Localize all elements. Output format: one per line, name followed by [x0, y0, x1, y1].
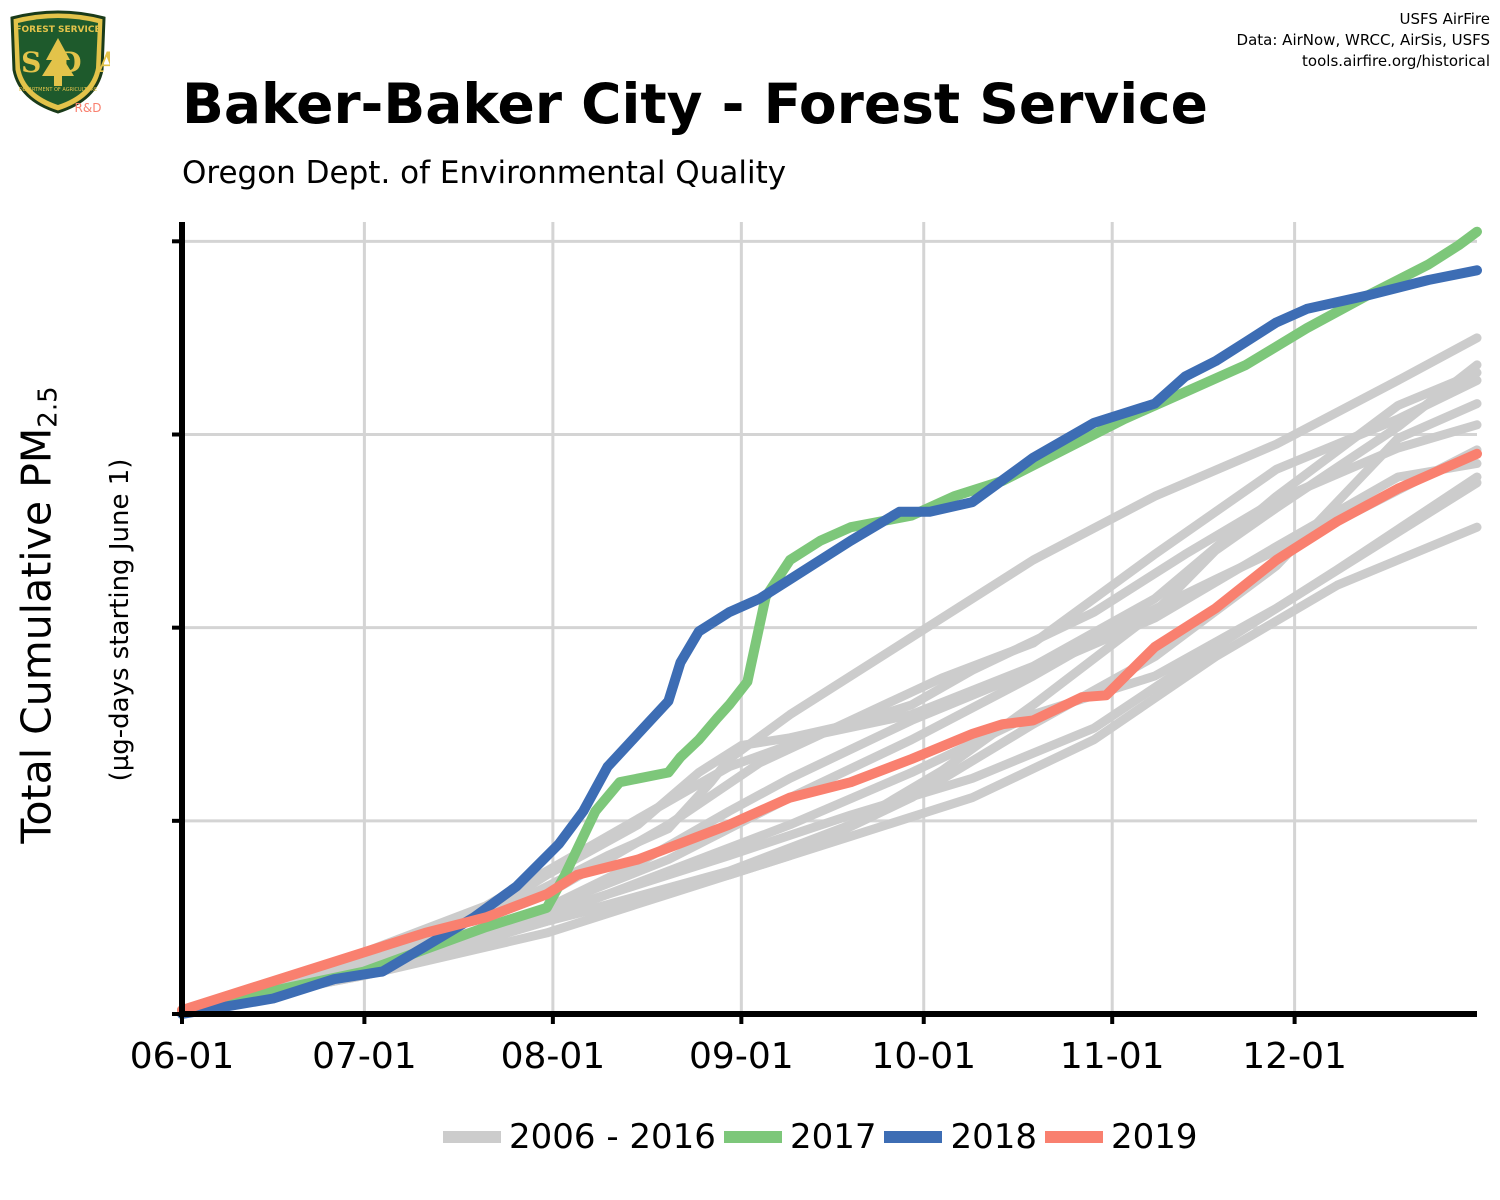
- x-tick-label: 12-01: [1242, 1036, 1347, 1077]
- tree-icon: [42, 38, 74, 86]
- historical-series-layer: [177, 333, 1482, 1015]
- legend-swatch-historical: [443, 1131, 501, 1143]
- axis-layer: 06-01 07-01 08-01 09-01 10-01 11-01 12-01: [130, 222, 1477, 1077]
- legend-item-2019: 2019: [1045, 1117, 1198, 1157]
- legend-label-2019: 2019: [1111, 1117, 1198, 1157]
- series-line-2019: [177, 448, 1482, 1016]
- x-tick-label: 08-01: [501, 1036, 606, 1077]
- legend-swatch-2017: [723, 1131, 782, 1143]
- credit-line-1: USFS AirFire: [1399, 10, 1490, 28]
- legend-label-historical: 2006 - 2016: [509, 1117, 716, 1157]
- historical-series-line-4: [177, 368, 1482, 1015]
- credit-line-3: tools.airfire.org/historical: [1302, 52, 1490, 70]
- x-tick-label: 06-01: [130, 1036, 235, 1077]
- x-tick-label: 11-01: [1060, 1036, 1165, 1077]
- x-tick-label: 10-01: [871, 1036, 976, 1077]
- historical-series-line-11: [177, 375, 1482, 1015]
- historical-series-line-7: [177, 522, 1482, 1015]
- historical-series-line-1: [177, 420, 1482, 1015]
- chart-title: Baker-Baker City - Forest Service: [182, 72, 1208, 136]
- logo-top-text: FOREST SERVICE: [15, 25, 100, 35]
- series-line-2017: [177, 226, 1482, 1016]
- legend-swatch-2018: [884, 1131, 943, 1143]
- credit-line-2: Data: AirNow, WRCC, AirSis, USFS: [1236, 31, 1490, 49]
- logo-badge: R&D: [75, 101, 102, 115]
- x-tick-label: 09-01: [689, 1036, 794, 1077]
- historical-series-line-9: [177, 459, 1482, 1015]
- legend: 2006 - 2016 2017 2018 2019: [443, 1112, 1206, 1162]
- legend-item-2017: 2017: [723, 1117, 877, 1157]
- credits: USFS AirFire Data: AirNow, WRCC, AirSis,…: [1237, 9, 1490, 72]
- highlight-series-layer: [177, 226, 1482, 1019]
- legend-item-historical: 2006 - 2016: [443, 1117, 716, 1157]
- legend-item-2018: 2018: [884, 1117, 1037, 1157]
- legend-label-2018: 2018: [950, 1117, 1038, 1157]
- forest-service-logo: FOREST SERVICE USDA DEPARTMENT OF AGRICU…: [6, 10, 110, 115]
- series-line-2018: [177, 265, 1482, 1019]
- legend-swatch-2019: [1045, 1131, 1104, 1143]
- historical-series-line-2: [177, 333, 1482, 1015]
- x-tick-label: 07-01: [312, 1036, 417, 1077]
- chart-subtitle: Oregon Dept. of Environmental Quality: [182, 155, 787, 191]
- logo-bottom-text: DEPARTMENT OF AGRICULTURE: [19, 87, 97, 93]
- legend-label-2017: 2017: [789, 1117, 877, 1157]
